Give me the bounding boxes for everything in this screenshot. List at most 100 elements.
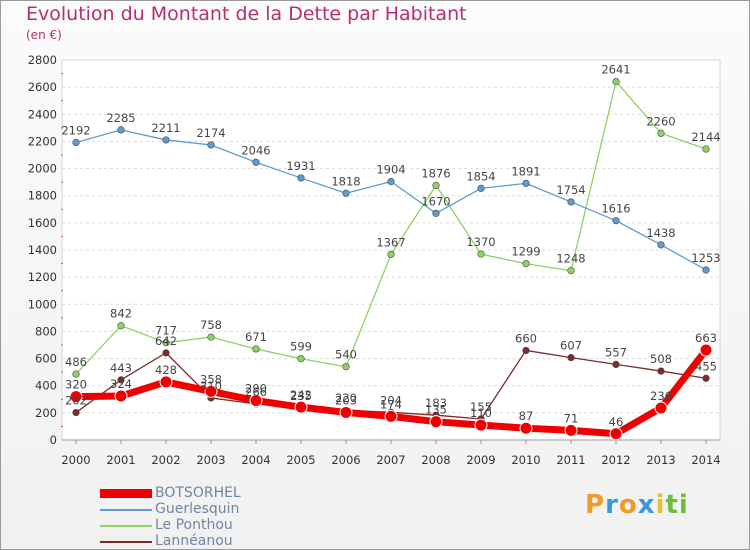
data-label-botsorhel: 71 — [564, 411, 579, 425]
data-point-guerlesquin — [162, 136, 170, 144]
data-point-guerlesquin — [657, 241, 665, 249]
data-point-botsorhel — [294, 400, 308, 414]
x-tick-label: 2009 — [466, 453, 495, 467]
y-tick-label: 400 — [35, 379, 57, 393]
data-point-le-ponthou — [432, 181, 440, 189]
data-label-le-ponthou: 1248 — [556, 252, 585, 266]
data-label-botsorhel: 203 — [335, 393, 357, 407]
y-tick-label: 2200 — [28, 134, 57, 148]
data-label-botsorhel: 135 — [425, 403, 447, 417]
data-label-le-ponthou: 1876 — [421, 166, 450, 180]
data-label-botsorhel: 87 — [519, 409, 534, 423]
data-point-botsorhel — [564, 423, 578, 437]
y-tick-label: 0 — [50, 433, 57, 447]
x-tick-label: 2012 — [601, 453, 630, 467]
data-label-le-ponthou: 758 — [200, 318, 222, 332]
y-tick-label: 1000 — [28, 297, 57, 311]
data-label-botsorhel: 236 — [650, 389, 672, 403]
data-point-le-ponthou — [72, 370, 80, 378]
data-label-lann-anou: 642 — [155, 334, 177, 348]
data-point-le-ponthou — [702, 145, 710, 153]
data-point-botsorhel — [249, 394, 263, 408]
data-label-lann-anou: 310 — [200, 379, 222, 393]
data-label-le-ponthou: 2144 — [691, 130, 720, 144]
data-point-guerlesquin — [297, 174, 305, 182]
data-point-lann-anou — [612, 360, 620, 369]
data-point-botsorhel — [429, 415, 443, 429]
data-label-lann-anou: 204 — [380, 393, 402, 407]
data-label-le-ponthou: 671 — [245, 330, 267, 344]
data-label-le-ponthou: 2260 — [646, 114, 675, 128]
y-tick-label: 2000 — [28, 162, 57, 176]
x-tick-label: 2005 — [286, 453, 315, 467]
logo-letter: t — [665, 490, 679, 520]
legend-swatch-lanneanou — [100, 541, 152, 543]
data-label-le-ponthou: 1299 — [511, 245, 540, 259]
y-tick-label: 2600 — [28, 80, 57, 94]
data-point-le-ponthou — [207, 333, 215, 341]
legend-swatch-botsorhel — [100, 489, 152, 498]
data-label-lann-anou: 455 — [695, 359, 717, 373]
x-tick-label: 2001 — [106, 453, 135, 467]
data-point-botsorhel — [384, 409, 398, 423]
data-label-botsorhel: 174 — [380, 397, 402, 411]
data-label-lann-anou: 266 — [245, 385, 267, 399]
data-point-le-ponthou — [162, 339, 170, 347]
x-tick-label: 2003 — [196, 453, 225, 467]
data-point-botsorhel — [654, 401, 668, 415]
legend-label-botsorhel: BOTSORHEL — [155, 485, 241, 501]
data-label-le-ponthou: 1370 — [466, 235, 495, 249]
data-point-le-ponthou — [477, 250, 485, 258]
data-point-guerlesquin — [477, 184, 485, 192]
data-point-botsorhel — [474, 418, 488, 432]
x-tick-label: 2000 — [61, 453, 90, 467]
data-label-lann-anou: 235 — [290, 389, 312, 403]
x-tick-label: 2013 — [646, 453, 675, 467]
legend-swatch-guerlesquin — [100, 509, 152, 511]
legend-label-lanneanou: Lannéanou — [155, 533, 233, 549]
data-label-le-ponthou: 1367 — [376, 235, 405, 249]
x-tick-label: 2010 — [511, 453, 540, 467]
data-point-botsorhel — [69, 390, 83, 404]
data-label-guerlesquin: 1253 — [691, 251, 720, 265]
data-point-lann-anou — [162, 349, 170, 357]
data-label-botsorhel: 324 — [110, 377, 132, 391]
data-label-guerlesquin: 1438 — [646, 226, 675, 240]
y-tick-label: 200 — [35, 406, 57, 420]
data-label-lann-anou: 202 — [65, 394, 87, 408]
data-point-guerlesquin — [117, 126, 125, 134]
data-label-lann-anou: 607 — [560, 339, 582, 353]
data-point-lann-anou — [567, 354, 575, 362]
data-label-botsorhel: 242 — [290, 388, 312, 402]
data-point-guerlesquin — [432, 209, 440, 217]
data-point-lann-anou — [522, 346, 530, 355]
x-tick-label: 2008 — [421, 453, 450, 467]
data-point-guerlesquin — [702, 266, 710, 274]
data-label-guerlesquin: 2174 — [196, 126, 225, 140]
proxiti-logo: Proxiti — [585, 490, 689, 520]
y-tick-label: 1200 — [28, 270, 57, 284]
y-unit-label: (en €) — [26, 28, 62, 42]
y-tick-label: 1400 — [28, 243, 57, 257]
data-label-guerlesquin: 1904 — [376, 163, 405, 177]
y-tick-label: 1800 — [28, 189, 57, 203]
data-point-botsorhel — [114, 389, 128, 403]
data-point-lann-anou — [117, 376, 125, 384]
data-label-guerlesquin: 1616 — [601, 202, 630, 216]
chart-title: Evolution du Montant de la Dette par Hab… — [26, 3, 467, 25]
data-label-guerlesquin: 1891 — [511, 164, 540, 178]
data-label-le-ponthou: 717 — [155, 324, 177, 338]
data-point-lann-anou — [72, 408, 80, 417]
x-tick-label: 2004 — [241, 453, 270, 467]
logo-letter: r — [605, 490, 619, 520]
y-tick-label: 1600 — [28, 216, 57, 230]
data-point-guerlesquin — [387, 178, 395, 186]
logo-letter: x — [637, 490, 656, 520]
data-point-le-ponthou — [342, 363, 350, 371]
data-label-guerlesquin: 2285 — [106, 111, 135, 125]
data-label-guerlesquin: 2211 — [151, 121, 180, 135]
data-label-le-ponthou: 540 — [335, 348, 357, 362]
data-label-lann-anou: 443 — [110, 361, 132, 375]
data-label-guerlesquin: 1818 — [331, 174, 360, 188]
